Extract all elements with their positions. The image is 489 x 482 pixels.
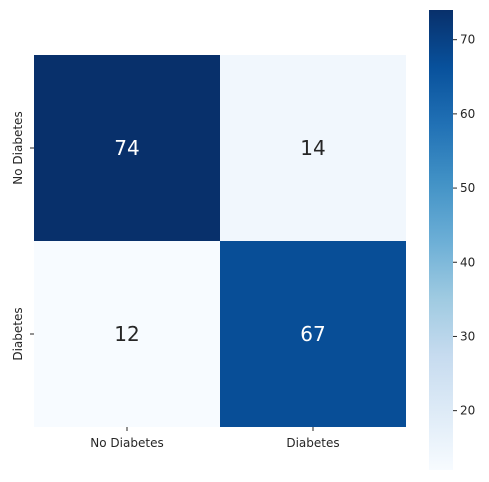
heatmap-cells bbox=[34, 55, 406, 427]
heatmap-cell bbox=[220, 241, 406, 427]
colorbar-tick-label: 20 bbox=[460, 404, 475, 418]
y-axis: No Diabetes Diabetes bbox=[11, 111, 34, 361]
x-tick-label: No Diabetes bbox=[90, 436, 163, 450]
colorbar-gradient bbox=[429, 10, 453, 470]
heatmap-cell bbox=[220, 55, 406, 241]
colorbar-ticks: 20 30 40 50 60 70 bbox=[453, 33, 475, 418]
colorbar-tick-label: 40 bbox=[460, 255, 475, 269]
colorbar-tick-label: 50 bbox=[460, 181, 475, 195]
cell-value-label: 14 bbox=[300, 136, 325, 160]
colorbar bbox=[429, 10, 453, 470]
cell-value-label: 74 bbox=[114, 136, 139, 160]
colorbar-tick-label: 30 bbox=[460, 329, 475, 343]
x-tick-label: Diabetes bbox=[286, 436, 339, 450]
heatmap-cell-labels: 74 14 12 67 bbox=[114, 136, 325, 346]
heatmap-cell bbox=[34, 55, 220, 241]
colorbar-tick-label: 60 bbox=[460, 107, 475, 121]
heatmap-cell bbox=[34, 241, 220, 427]
colorbar-tick-label: 70 bbox=[460, 33, 475, 47]
y-tick-label: Diabetes bbox=[11, 307, 25, 360]
cell-value-label: 67 bbox=[300, 322, 325, 346]
y-tick-label: No Diabetes bbox=[11, 111, 25, 184]
cell-value-label: 12 bbox=[114, 322, 139, 346]
x-axis: No Diabetes Diabetes bbox=[90, 427, 340, 450]
